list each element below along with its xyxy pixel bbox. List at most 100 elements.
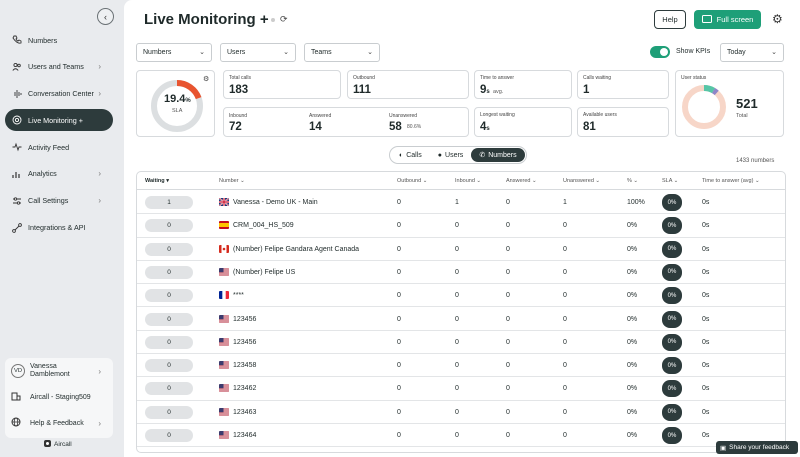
sidebar-item-numbers[interactable]: Numbers — [5, 29, 113, 51]
table-row[interactable]: 1 Vanessa - Demo UK - Main 0 1 0 1 100% 0s 0% — [137, 191, 785, 215]
chevron-right-icon: › — [98, 61, 101, 71]
aircall-logo-icon — [44, 440, 51, 449]
cell-pct: 100% — [627, 199, 645, 206]
avatar: VD — [11, 364, 25, 378]
table-row[interactable]: 0 123462 0 0 0 0 0% 0s 0% — [137, 377, 785, 401]
header-sla-label: SLA — [662, 178, 673, 184]
tab-calls[interactable]: ◐ Calls — [391, 148, 430, 162]
number-name: (Number) Felipe US — [233, 268, 296, 276]
cell-outbound: 0 — [397, 385, 401, 393]
sidebar-item-activity-feed[interactable]: Activity Feed — [5, 136, 113, 158]
teams-filter-label: Teams — [311, 49, 332, 56]
waiting-count-pill: 0 — [145, 242, 193, 256]
table-row[interactable]: 0 123458 0 0 0 0 0% 0s 0% — [137, 354, 785, 378]
inbound-value: 72 — [229, 121, 242, 133]
tab-users-label: Users — [445, 151, 464, 159]
cell-unanswered: 0 — [563, 222, 567, 230]
sidebar-item-call-settings[interactable]: Call Settings › — [5, 190, 113, 212]
time-to-answer-label: Time to answer — [480, 75, 514, 81]
help-button[interactable]: Help — [654, 10, 686, 29]
table-row[interactable]: 0 123456 0 0 0 0 0% 0s 0% — [137, 308, 785, 331]
table-row[interactable]: 0 123464 0 0 0 0 0% 0s 0% — [137, 424, 785, 448]
collapse-sidebar-button[interactable]: ‹ — [97, 8, 114, 25]
cell-answered: 0 — [506, 338, 510, 346]
view-tabs: ◐ Calls ● Users ✆ Numbers — [389, 146, 527, 164]
user-profile-item[interactable]: VD Vanessa Damblemont › — [5, 358, 113, 384]
table-row[interactable]: 0 (Number) Felipe Gandara Agent Canada 0 0 0… — [137, 238, 785, 261]
longest-waiting-value: 4s — [480, 121, 490, 133]
sort-down-icon: ▾ — [166, 178, 169, 184]
header-sla[interactable]: SLA ⌄ — [662, 178, 678, 184]
cell-tta: 0s — [702, 362, 710, 370]
chat-bubble-icon: ▣ — [720, 444, 727, 452]
sidebar-item-users-and-teams[interactable]: Users and Teams › — [5, 56, 113, 78]
sla-card: 19.4% SLA ⚙ — [136, 70, 215, 137]
help-feedback-item[interactable]: Help & Feedback › — [5, 410, 113, 436]
cell-tta: 0s — [702, 408, 710, 416]
waiting-count-pill: 0 — [145, 382, 193, 396]
chevron-right-icon: › — [98, 88, 101, 98]
outbound-label: Outbound — [353, 75, 375, 81]
header-inbound[interactable]: Inbound ⌄ — [455, 178, 481, 184]
cell-pct: 0% — [627, 292, 638, 300]
users-filter-select[interactable]: Users ⌄ — [220, 43, 296, 62]
header-outbound[interactable]: Outbound ⌄ — [397, 178, 427, 184]
sidebar-item-integrations-api[interactable]: Integrations & API — [5, 217, 113, 239]
time-to-answer-unit: s — [486, 89, 490, 95]
sidebar-item-label: Conversation Center — [28, 89, 94, 99]
table-row[interactable]: 0 **** 0 0 0 0 0% 0s 0% — [137, 284, 785, 308]
unanswered-pct: 80.6% — [407, 124, 422, 130]
sla-value: 19.4% — [164, 93, 191, 105]
phone-icon — [11, 35, 22, 46]
settings-gear-icon[interactable]: ⚙ — [772, 12, 783, 26]
chart-icon — [11, 168, 22, 179]
cell-answered: 0 — [506, 315, 510, 323]
chevron-right-icon: › — [98, 168, 101, 178]
table-row[interactable]: 0 CRM_004_HS_509 0 0 0 0 0% 0s 0% — [137, 214, 785, 238]
company-item[interactable]: Aircall - Staging509 — [5, 384, 113, 410]
cell-outbound: 0 — [397, 245, 401, 253]
teams-filter-select[interactable]: Teams ⌄ — [304, 43, 380, 62]
header-pct[interactable]: % ⌄ — [627, 178, 638, 184]
longest-waiting-number: 4 — [480, 121, 487, 133]
share-feedback-button[interactable]: ▣ Share your feedback — [716, 441, 798, 454]
cell-outbound: 0 — [397, 338, 401, 346]
numbers-filter-select[interactable]: Numbers ⌄ — [136, 43, 212, 62]
tab-numbers[interactable]: ✆ Numbers — [471, 148, 525, 162]
table-row[interactable]: 0 123456 0 0 0 0 0% 0s 0% — [137, 331, 785, 355]
refresh-icon[interactable]: ⟳ — [280, 14, 288, 24]
header-time-to-answer[interactable]: Time to answer (avg) ⌄ — [702, 178, 760, 184]
number-name: 123462 — [233, 385, 257, 393]
fullscreen-button[interactable]: Full screen — [694, 10, 761, 29]
number-name: 123463 — [233, 408, 257, 416]
sidebar-item-conversation-center[interactable]: Conversation Center › — [5, 83, 113, 105]
waiting-count-pill: 0 — [145, 289, 193, 303]
cell-pct: 0% — [627, 338, 638, 346]
table-header: Waiting ▾ Number ⌄ Outbound ⌄ Inbound ⌄ … — [137, 172, 785, 190]
header-waiting[interactable]: Waiting ▾ — [145, 178, 169, 184]
table-row[interactable]: 0 123463 0 0 0 0 0% 0s 0% — [137, 401, 785, 424]
cell-tta: 0s — [702, 432, 710, 439]
waiting-count-pill: 0 — [145, 429, 193, 442]
cell-answered: 0 — [506, 385, 510, 393]
cell-pct: 0% — [627, 245, 638, 253]
sidebar-item-live-monitoring[interactable]: Live Monitoring + — [5, 109, 113, 132]
tab-users[interactable]: ● Users — [430, 148, 472, 162]
table-row[interactable]: 0 (Number) Felipe US 0 0 0 0 0% 0s 0% — [137, 261, 785, 285]
header-answered[interactable]: Answered ⌄ — [506, 178, 537, 184]
show-kpis-toggle[interactable] — [650, 46, 670, 58]
sidebar-item-analytics[interactable]: Analytics › — [5, 163, 113, 185]
inbound-label: Inbound — [229, 113, 248, 119]
cell-inbound: 0 — [455, 292, 459, 300]
header-number[interactable]: Number ⌄ — [219, 178, 245, 184]
cell-tta: 0s — [702, 199, 710, 206]
sidebar-item-label: Analytics — [28, 169, 57, 179]
calls-waiting-label: Calls waiting — [583, 75, 612, 81]
cell-outbound: 0 — [397, 292, 401, 300]
period-select[interactable]: Today ⌄ — [720, 43, 784, 62]
numbers-filter-label: Numbers — [143, 49, 172, 56]
sla-settings-icon[interactable]: ⚙ — [203, 76, 210, 83]
cell-unanswered: 1 — [563, 199, 567, 206]
sidebar-item-label: Users and Teams — [28, 62, 84, 72]
header-unanswered[interactable]: Unanswered ⌄ — [563, 178, 600, 184]
